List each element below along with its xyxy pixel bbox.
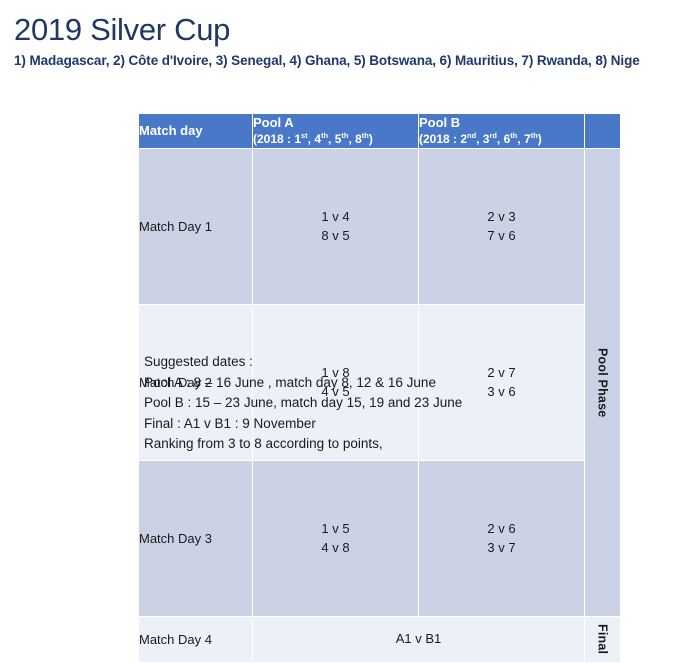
pool-b-seed-prefix: (2018 : 2 <box>419 132 467 146</box>
column-header-match-day: Match day <box>139 114 253 149</box>
table-row: Match Day 3 1 v 5 4 v 8 2 v 6 3 v 7 <box>139 461 621 617</box>
phase-label-pool-phase-text: Pool Phase <box>585 149 620 616</box>
pool-b-seed-1-ord: rd <box>489 131 496 140</box>
final-fixture: A1 v B1 <box>253 617 585 663</box>
pool-b-fixtures: 2 v 3 7 v 6 <box>419 149 585 305</box>
pool-b-seed-0-ord: nd <box>467 131 476 140</box>
pool-a-seed-1-ord: th <box>321 131 328 140</box>
column-header-pool-a-label: Pool A <box>253 115 294 130</box>
phase-label-pool-phase: Pool Phase <box>585 149 621 617</box>
pool-a-fixtures: 1 v 5 4 v 8 <box>253 461 419 617</box>
table-row: Match Day 1 1 v 4 8 v 5 2 v 3 7 v 6 Pool… <box>139 149 621 305</box>
column-header-match-day-label: Match day <box>139 123 203 138</box>
fixture: 1 v 4 <box>253 208 418 227</box>
fixture: 4 v 8 <box>253 539 418 558</box>
suggested-dates-notes: Suggested dates : Pool A : 8 – 16 June ,… <box>144 352 462 455</box>
pool-a-fixtures: 1 v 4 8 v 5 <box>253 149 419 305</box>
phase-label-final: Final <box>585 617 621 663</box>
pool-a-seed-0-ord: st <box>301 131 308 140</box>
column-header-pool-b-seeds: (2018 : 2nd, 3rd, 6th, 7th) <box>419 132 584 147</box>
team-list: 1) Madagascar, 2) Côte d'Ivoire, 3) Sene… <box>14 53 700 68</box>
pool-a-seed-prefix: (2018 : 1 <box>253 132 301 146</box>
table-header-row: Match day Pool A (2018 : 1st, 4th, 5th, … <box>139 114 621 149</box>
note-line-final: Final : A1 v B1 : 9 November <box>144 414 462 435</box>
pool-b-seed-2-ord: th <box>510 131 517 140</box>
pool-a-seed-3-ord: th <box>362 131 369 140</box>
note-line-pool-a: Pool A : 8 – 16 June , match day 8, 12 &… <box>144 373 462 394</box>
notes-heading: Suggested dates : <box>144 352 462 373</box>
pool-b-fixtures: 2 v 6 3 v 7 <box>419 461 585 617</box>
fixture: 2 v 6 <box>419 520 584 539</box>
page-title: 2019 Silver Cup <box>14 14 700 47</box>
table-row-final: Match Day 4 A1 v B1 Final <box>139 617 621 663</box>
fixture: 7 v 6 <box>419 227 584 246</box>
match-day-label: Match Day 1 <box>139 149 253 305</box>
phase-label-final-text: Final <box>585 617 620 662</box>
pool-b-seed-3-num: 7 <box>524 132 531 146</box>
fixture: 3 v 7 <box>419 539 584 558</box>
fixture: 2 v 3 <box>419 208 584 227</box>
column-header-pool-a: Pool A (2018 : 1st, 4th, 5th, 8th) <box>253 114 419 149</box>
title-block: 2019 Silver Cup 1) Madagascar, 2) Côte d… <box>0 0 700 68</box>
note-line-ranking: Ranking from 3 to 8 according to points, <box>144 434 462 455</box>
pool-a-seed-1-num: 4 <box>314 132 321 146</box>
pool-b-seed-3-ord: th <box>531 131 538 140</box>
column-header-pool-b-label: Pool B <box>419 115 460 130</box>
fixture: 8 v 5 <box>253 227 418 246</box>
column-header-pool-b: Pool B (2018 : 2nd, 3rd, 6th, 7th) <box>419 114 585 149</box>
match-day-label: Match Day 3 <box>139 461 253 617</box>
pool-a-seed-3-num: 8 <box>355 132 362 146</box>
pool-a-seed-2-ord: th <box>341 131 348 140</box>
column-header-pool-a-seeds: (2018 : 1st, 4th, 5th, 8th) <box>253 132 418 147</box>
note-line-pool-b: Pool B : 15 – 23 June, match day 15, 19 … <box>144 393 462 414</box>
fixture: 1 v 5 <box>253 520 418 539</box>
column-header-phase <box>585 114 621 149</box>
match-day-label: Match Day 4 <box>139 617 253 663</box>
